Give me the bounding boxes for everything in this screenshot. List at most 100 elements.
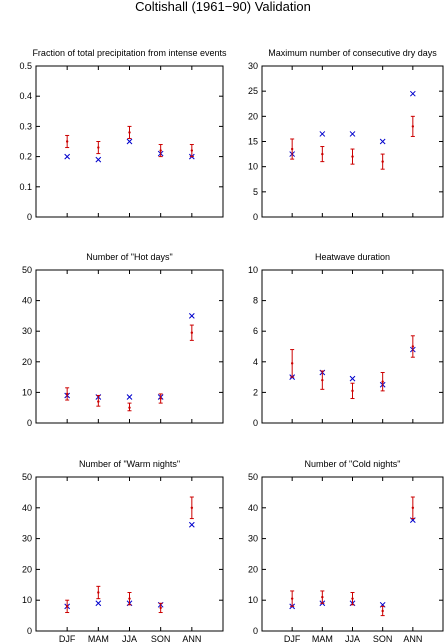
model-point (159, 606, 162, 610)
model-errorbar (158, 144, 163, 158)
model-errorbar (189, 144, 194, 158)
model-point (321, 152, 324, 156)
figure-title: Coltishall (1961−90) Validation (135, 0, 311, 14)
y-tick-label: 0 (253, 212, 258, 222)
x-tick-label: JJA (345, 634, 360, 643)
y-tick-label: 10 (248, 265, 258, 275)
panels: Fraction of total precipitation from int… (19, 48, 444, 643)
y-tick-label: 0 (27, 418, 32, 428)
y-tick-label: 0 (27, 626, 32, 636)
model-errorbar (96, 394, 101, 407)
y-tick-label: 6 (253, 326, 258, 336)
chart-panel: Heatwave duration 0 2 4 6 8 10 (248, 252, 444, 428)
chart-title: Number of "Cold nights" (305, 459, 401, 469)
y-tick-label: 30 (22, 534, 32, 544)
model-errorbar (158, 602, 163, 614)
model-point (190, 331, 194, 334)
chart-panel: Maximum number of consecutive dry days 0 5… (248, 48, 444, 222)
y-tick-label: 0.5 (19, 61, 32, 71)
y-tick-label: 10 (22, 387, 32, 397)
plot-frame (35, 269, 224, 424)
model-errorbar (380, 605, 385, 617)
observed-point (95, 156, 102, 163)
plot-frame (261, 65, 444, 218)
model-point (290, 597, 294, 600)
x-tick-label: SON (373, 634, 393, 643)
chart-title: Heatwave duration (315, 252, 390, 262)
y-tick-label: 10 (248, 595, 258, 605)
observed-point (188, 521, 195, 528)
observed-point (188, 313, 195, 319)
plot-frame (261, 269, 444, 424)
model-errorbar (350, 148, 355, 165)
model-errorbar (189, 324, 194, 341)
model-point (97, 146, 100, 149)
model-point (321, 595, 324, 599)
model-errorbar (65, 599, 70, 614)
model-errorbar (410, 335, 415, 358)
observed-point (349, 375, 356, 382)
model-point (351, 597, 354, 600)
model-point (411, 506, 415, 509)
model-point (65, 140, 69, 143)
y-tick-label: 0.1 (19, 182, 32, 192)
y-tick-label: 40 (248, 503, 258, 513)
chart-title: Number of "Hot days" (86, 252, 172, 262)
model-errorbar (65, 387, 70, 401)
y-tick-label: 50 (22, 265, 32, 275)
model-errorbar (290, 590, 295, 607)
model-point (190, 149, 194, 152)
model-point (381, 609, 384, 613)
observed-point (64, 153, 71, 160)
model-point (411, 345, 415, 348)
model-errorbar (158, 393, 163, 404)
y-tick-label: 15 (248, 137, 258, 147)
x-tick-label: MAM (312, 634, 333, 643)
model-point (290, 147, 294, 151)
y-tick-label: 0.4 (19, 91, 32, 101)
model-point (351, 389, 354, 393)
x-tick-label: MAM (88, 634, 109, 643)
x-tick-label: JJA (122, 634, 137, 643)
x-tick-label: SON (151, 634, 171, 643)
model-errorbar (350, 592, 355, 606)
model-errorbar (290, 138, 295, 160)
x-tick-label: DJF (59, 634, 76, 643)
chart-panel: Fraction of total precipitation from int… (19, 48, 227, 222)
y-tick-label: 50 (22, 472, 32, 482)
model-point (128, 131, 131, 134)
model-errorbar (290, 349, 295, 378)
observed-point (319, 131, 326, 137)
y-tick-label: 2 (253, 387, 258, 397)
y-tick-label: 30 (248, 534, 258, 544)
y-tick-label: 20 (22, 564, 32, 574)
y-tick-label: 4 (253, 357, 258, 367)
model-errorbar (410, 115, 415, 137)
model-point (97, 591, 100, 594)
model-errorbar (320, 370, 325, 390)
observed-point (349, 131, 356, 137)
model-errorbar (96, 585, 101, 600)
y-tick-label: 30 (22, 326, 32, 336)
model-errorbar (380, 153, 385, 170)
x-tick-label: ANN (182, 634, 201, 643)
y-tick-label: 20 (248, 564, 258, 574)
model-point (128, 597, 131, 600)
x-tick-label: ANN (403, 634, 422, 643)
model-point (381, 380, 384, 383)
model-point (159, 397, 162, 400)
model-point (290, 362, 294, 365)
model-errorbar (65, 134, 70, 149)
model-errorbar (320, 590, 325, 604)
y-tick-label: 5 (253, 187, 258, 197)
model-point (381, 160, 384, 163)
observed-point (409, 90, 416, 97)
observed-point (379, 138, 386, 145)
model-errorbar (380, 372, 385, 392)
model-point (65, 605, 69, 608)
model-point (411, 125, 415, 128)
model-errorbar (189, 496, 194, 520)
observed-point (126, 394, 133, 400)
y-tick-label: 30 (248, 61, 258, 71)
observed-point (95, 600, 102, 607)
